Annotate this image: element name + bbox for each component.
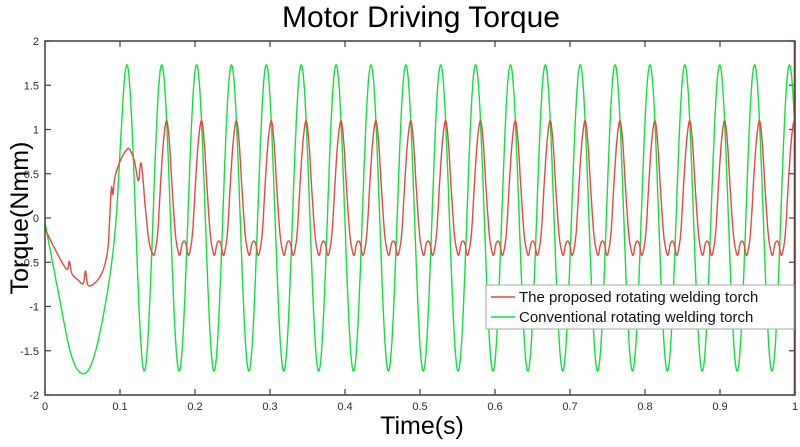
x-tick-label: 0.1 — [112, 401, 127, 413]
y-tick-label: -1 — [29, 302, 39, 314]
x-tick-label: 0.2 — [187, 401, 202, 413]
legend-label-conventional: Conventional rotating welding torch — [519, 309, 753, 326]
y-tick-label: 1.5 — [24, 80, 39, 92]
chart-title: Motor Driving Torque — [282, 1, 560, 34]
y-tick-label: -2 — [29, 390, 39, 402]
plot-border — [44, 40, 796, 396]
legend-box — [485, 284, 795, 330]
series-conventional-line — [45, 63, 795, 375]
x-axis-label: Time(s) — [380, 412, 464, 440]
legend-label-proposed: The proposed rotating welding torch — [519, 289, 758, 306]
y-tick-label: -1.5 — [20, 346, 39, 358]
x-tick-label: 1 — [792, 401, 798, 413]
y-tick-label: 0 — [33, 213, 39, 225]
x-tick-label: 0.3 — [262, 401, 277, 413]
legend: The proposed rotating welding torch Conv… — [485, 284, 795, 330]
y-tick-label: 2 — [33, 36, 39, 48]
y-tick-label: 1 — [33, 125, 39, 137]
x-tick-label: 0.9 — [712, 401, 727, 413]
tick-labels: 0 0.1 0.2 0.3 0.4 0.5 0.6 0.7 0.8 0.9 1 -2 -1.5 -1 -0.… — [20, 36, 798, 413]
x-tick-label: 0 — [42, 401, 48, 413]
x-tick-label: 0.4 — [337, 401, 352, 413]
x-tick-label: 0.7 — [562, 401, 577, 413]
y-tick-label: 0.5 — [24, 169, 39, 181]
series-proposed-line — [45, 120, 795, 287]
y-axis-label: Torque(Nmm) — [6, 142, 34, 295]
x-tick-label: 0.5 — [412, 401, 427, 413]
plot-area — [45, 41, 795, 395]
x-tick-label: 0.8 — [637, 401, 652, 413]
x-tick-label: 0.6 — [487, 401, 502, 413]
y-tick-label: -0.5 — [20, 257, 39, 269]
